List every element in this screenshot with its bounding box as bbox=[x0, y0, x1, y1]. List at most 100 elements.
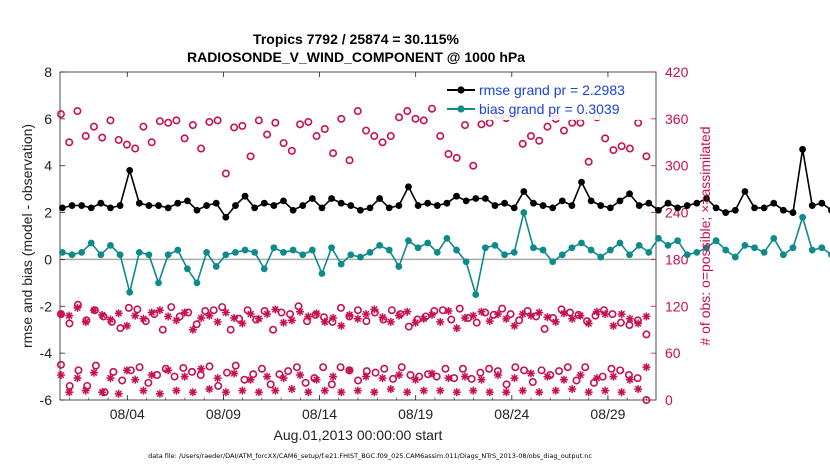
series-point bbox=[155, 279, 162, 287]
obs-assimilated-point bbox=[419, 386, 428, 395]
obs-possible-point bbox=[616, 366, 625, 375]
series-point bbox=[539, 202, 547, 209]
series-point bbox=[68, 202, 76, 209]
obs-assimilated-point bbox=[155, 389, 164, 398]
obs-assimilated-point bbox=[81, 317, 90, 326]
series-point bbox=[203, 202, 210, 209]
obs-possible-point bbox=[397, 363, 406, 372]
plot-area bbox=[59, 71, 657, 401]
obs-assimilated-point bbox=[172, 386, 181, 395]
series-point bbox=[674, 204, 682, 212]
obs-possible-point bbox=[502, 380, 511, 389]
series-point bbox=[222, 213, 230, 221]
series-point bbox=[116, 202, 124, 209]
obs-possible-point bbox=[271, 118, 280, 127]
series-point bbox=[395, 263, 403, 270]
obs-assimilated-point bbox=[551, 386, 560, 395]
obs-assimilated-point bbox=[73, 374, 82, 383]
obs-assimilated-point bbox=[395, 371, 404, 380]
series-point bbox=[462, 197, 470, 205]
series-point bbox=[453, 192, 460, 200]
obs-possible-point bbox=[167, 303, 176, 312]
series-point bbox=[626, 251, 633, 259]
obs-possible-point bbox=[421, 312, 430, 321]
obs-possible-point bbox=[275, 370, 284, 379]
legend-box bbox=[444, 78, 650, 120]
series-point bbox=[212, 263, 220, 270]
obs-possible-point bbox=[144, 378, 153, 387]
obs-assimilated-point bbox=[172, 316, 181, 325]
series-point bbox=[260, 265, 268, 273]
series-point bbox=[433, 249, 441, 256]
series-point bbox=[616, 197, 624, 205]
obs-possible-point bbox=[319, 363, 328, 372]
x-tick-label: 08/04 bbox=[110, 406, 145, 422]
series-point bbox=[655, 234, 662, 242]
obs-assimilated-point bbox=[485, 317, 494, 326]
obs-assimilated-point bbox=[543, 372, 552, 381]
obs-assimilated-point bbox=[279, 318, 288, 327]
obs-possible-point bbox=[642, 395, 651, 404]
obs-assimilated-point bbox=[378, 313, 387, 322]
series-point bbox=[472, 195, 480, 202]
obs-assimilated-point bbox=[609, 321, 618, 330]
obs-possible-point bbox=[221, 169, 230, 178]
obs-assimilated-point bbox=[329, 314, 338, 322]
series-point bbox=[87, 239, 95, 247]
obs-assimilated-point bbox=[122, 321, 131, 330]
obs-possible-point bbox=[139, 122, 148, 131]
series-point bbox=[222, 251, 230, 259]
series-point bbox=[491, 241, 499, 249]
series-point bbox=[424, 199, 432, 207]
obs-assimilated-point bbox=[452, 324, 461, 333]
obs-possible-point bbox=[131, 144, 140, 153]
obs-possible-point bbox=[472, 318, 481, 327]
obs-assimilated-point bbox=[493, 371, 502, 380]
obs-possible-point bbox=[296, 120, 305, 129]
x-tick-label: 08/24 bbox=[494, 406, 529, 422]
obs-assimilated-point bbox=[576, 311, 585, 320]
obs-assimilated-point bbox=[592, 374, 601, 383]
obs-assimilated-point bbox=[411, 318, 420, 327]
obs-assimilated-point bbox=[502, 314, 511, 323]
series-point bbox=[145, 202, 153, 209]
obs-assimilated-point bbox=[386, 317, 395, 326]
series-point bbox=[731, 206, 739, 214]
series-point bbox=[357, 253, 364, 261]
series-point bbox=[78, 202, 86, 209]
obs-assimilated-point bbox=[493, 310, 502, 319]
obs-assimilated-point bbox=[56, 310, 65, 319]
obs-possible-point bbox=[447, 315, 456, 324]
obs-possible-point bbox=[263, 130, 272, 139]
obs-assimilated-point bbox=[444, 374, 453, 383]
obs-possible-point bbox=[292, 363, 301, 372]
obs-possible-point bbox=[277, 308, 286, 317]
obs-possible-point bbox=[109, 367, 118, 376]
series-point bbox=[578, 178, 585, 186]
obs-assimilated-point bbox=[155, 306, 164, 315]
y-axis-left-label: rmse and bias (model - observation) bbox=[19, 124, 35, 348]
obs-possible-point bbox=[485, 364, 494, 373]
obs-possible-point bbox=[155, 117, 164, 126]
obs-assimilated-point bbox=[197, 364, 206, 373]
obs-assimilated-point bbox=[197, 314, 206, 322]
series-point bbox=[770, 234, 778, 242]
series-point bbox=[366, 204, 374, 212]
obs-assimilated-point bbox=[428, 369, 437, 378]
series-point bbox=[270, 244, 278, 252]
obs-possible-point bbox=[304, 117, 313, 126]
series-point bbox=[491, 202, 499, 209]
series-point bbox=[347, 251, 355, 259]
obs-possible-point bbox=[238, 121, 247, 130]
obs-possible-point bbox=[179, 363, 188, 372]
obs-possible-point bbox=[477, 120, 486, 129]
obs-possible-point bbox=[523, 306, 532, 315]
obs-assimilated-point bbox=[106, 374, 115, 383]
obs-assimilated-point bbox=[452, 388, 461, 397]
obs-assimilated-point bbox=[320, 317, 329, 326]
obs-assimilated-point bbox=[230, 369, 239, 378]
obs-possible-point bbox=[172, 116, 181, 125]
obs-possible-point bbox=[411, 114, 420, 123]
legend-label-bias: bias grand pr = 0.3039 bbox=[479, 101, 620, 117]
obs-assimilated-point bbox=[634, 319, 643, 328]
